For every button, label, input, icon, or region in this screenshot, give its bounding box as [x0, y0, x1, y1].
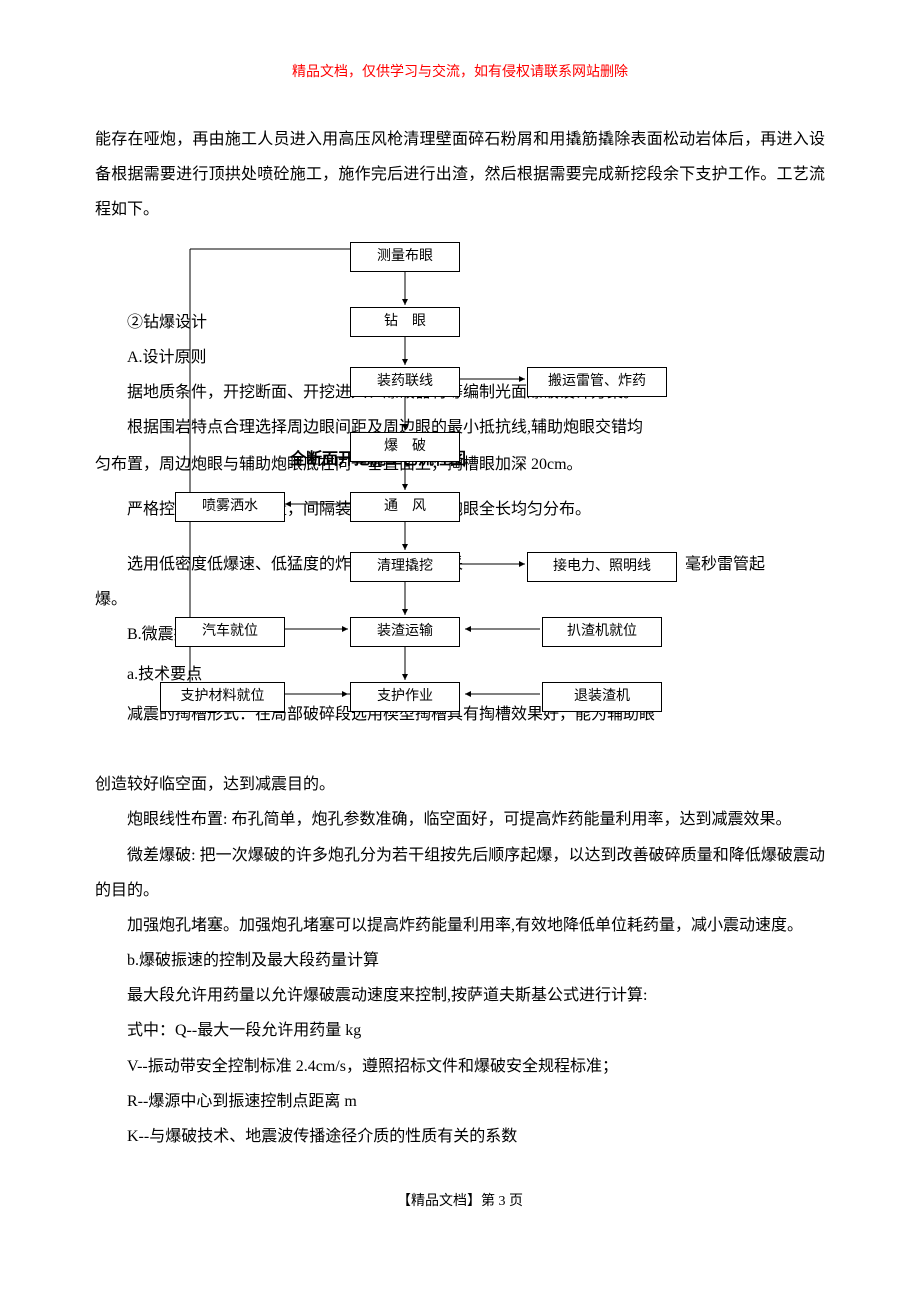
flow-node-support: 支护作业	[350, 682, 460, 712]
flow-node-blast: 爆 破	[350, 432, 460, 462]
b2-p2: 炮眼线性布置: 布孔简单，炮孔参数准确，临空面好，可提高炸药能量利用率，达到减震…	[95, 802, 825, 837]
flow-node-charge: 装药联线	[350, 367, 460, 397]
flow-node-vent: 通 风	[350, 492, 460, 522]
intro-p1: 能存在哑炮，再由施工人员进入用高压风枪清理壁面碎石粉屑和用撬筋撬除表面松动岩体后…	[95, 122, 825, 228]
body-text-2: 创造较好临空面，达到减震目的。 炮眼线性布置: 布孔简单，炮孔参数准确，临空面好…	[95, 767, 825, 1154]
flow-node-drill: 钻 眼	[350, 307, 460, 337]
flow-node-power: 接电力、照明线	[527, 552, 677, 582]
b2-p7: 式中：Q--最大一段允许用药量 kg	[95, 1013, 825, 1048]
flow-node-truck: 汽车就位	[175, 617, 285, 647]
flowchart-area: 测量布眼 钻 眼 装药联线 爆 破 通 风 清理撬挖 装渣运输 支护作业 搬运雷…	[95, 227, 825, 767]
flow-node-spray: 喷雾洒水	[175, 492, 285, 522]
b2-p6: 最大段允许用药量以允许爆破震动速度来控制,按萨道夫斯基公式进行计算:	[95, 978, 825, 1013]
b2-p8: V--振动带安全控制标准 2.4cm/s，遵照招标文件和爆破安全规程标准；	[95, 1049, 825, 1084]
flow-node-transport-explosive: 搬运雷管、炸药	[527, 367, 667, 397]
flow-node-support-mat: 支护材料就位	[160, 682, 285, 712]
overlay-line4b: 匀布置，周边炮眼与辅助炮眼底在同一垂直面上，掏槽眼加深 20cm。	[95, 447, 583, 482]
page-footer: 【精品文档】第 3 页	[95, 1189, 825, 1216]
b2-p1: 创造较好临空面，达到减震目的。	[95, 767, 825, 802]
b2-p9: R--爆源中心到振速控制点距离 m	[95, 1084, 825, 1119]
b2-p3: 微差爆破: 把一次爆破的许多炮孔分为若干组按先后顺序起爆，以达到改善破碎质量和降…	[95, 838, 825, 908]
flow-node-remove-loader: 退装渣机	[542, 682, 662, 712]
intro-text: 能存在哑炮，再由施工人员进入用高压风枪清理壁面碎石粉屑和用撬筋撬除表面松动岩体后…	[95, 122, 825, 228]
flow-node-load: 装渣运输	[350, 617, 460, 647]
header-note: 精品文档，仅供学习与交流，如有侵权请联系网站删除	[95, 60, 825, 87]
flow-node-measure: 测量布眼	[350, 242, 460, 272]
overlay-line6c: 爆。	[95, 582, 127, 617]
flow-node-loader: 扒渣机就位	[542, 617, 662, 647]
overlay-line1: ②钻爆设计	[127, 305, 207, 340]
b2-p4: 加强炮孔堵塞。加强炮孔堵塞可以提高炸药能量利用率,有效地降低单位耗药量，减小震动…	[95, 908, 825, 943]
flow-node-clean: 清理撬挖	[350, 552, 460, 582]
b2-p5: b.爆破振速的控制及最大段药量计算	[95, 943, 825, 978]
b2-p10: K--与爆破技术、地震波传播途径介质的性质有关的系数	[95, 1119, 825, 1154]
overlay-line2: A.设计原则	[127, 340, 207, 375]
overlay-line6b: 毫秒雷管起	[685, 547, 765, 582]
